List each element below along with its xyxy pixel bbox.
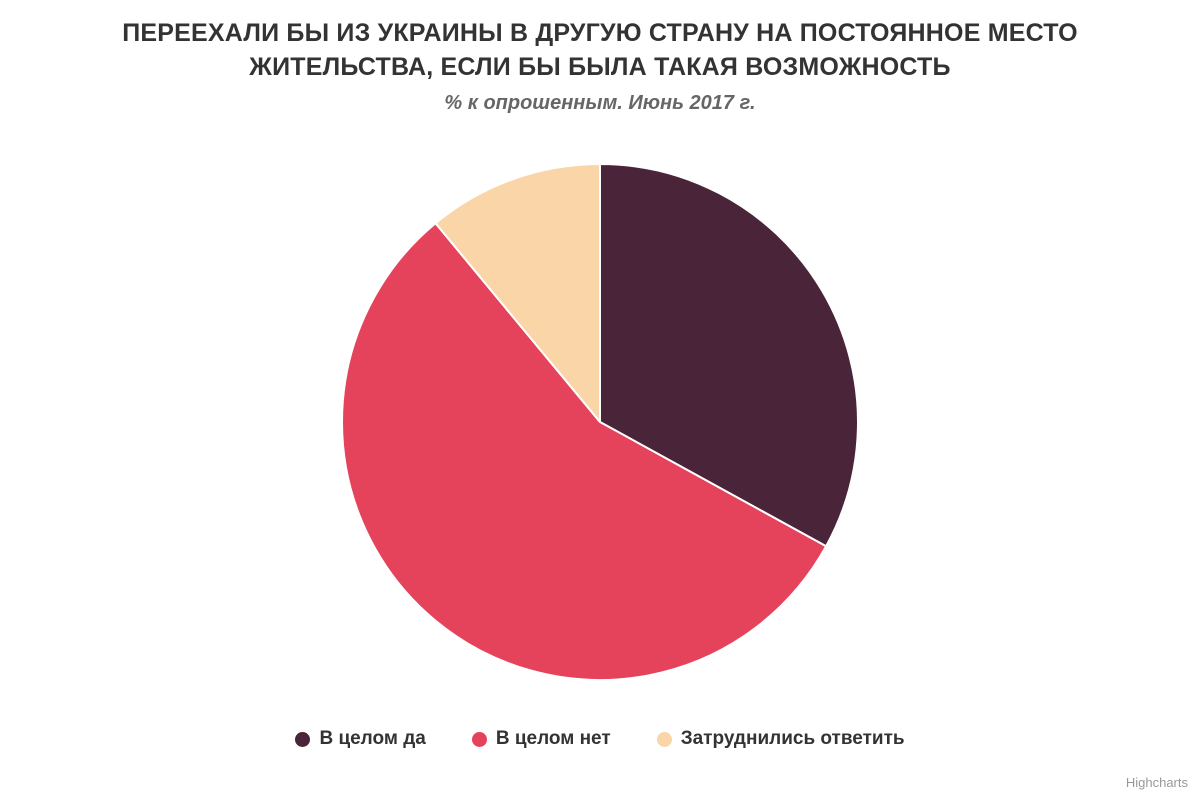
pie-slice[interactable] [434, 163, 601, 423]
chart-title: ПЕРЕЕХАЛИ БЫ ИЗ УКРАИНЫ В ДРУГУЮ СТРАНУ … [122, 19, 1078, 81]
highcharts-credit[interactable]: Highcharts [1125, 775, 1188, 790]
plot-area [0, 160, 1200, 684]
legend-marker-icon [295, 731, 311, 747]
legend-item-zatrudnilis[interactable]: Затруднились ответить [656, 728, 905, 750]
legend: В целом да В целом нет Затруднились отве… [0, 728, 1200, 750]
legend-item-da[interactable]: В целом да [295, 728, 426, 750]
pie-slice[interactable] [341, 222, 828, 681]
legend-label: Затруднились ответить [680, 728, 905, 749]
legend-marker-icon [656, 731, 672, 747]
chart-subtitle: % к опрошенным. Июнь 2017 г. [444, 92, 756, 114]
legend-label: В целом нет [495, 728, 611, 749]
legend-label: В целом да [319, 728, 426, 749]
legend-item-net[interactable]: В целом нет [471, 728, 611, 750]
pie-chart [341, 163, 859, 681]
legend-marker-icon [471, 731, 487, 747]
pie-slice[interactable] [599, 163, 859, 548]
